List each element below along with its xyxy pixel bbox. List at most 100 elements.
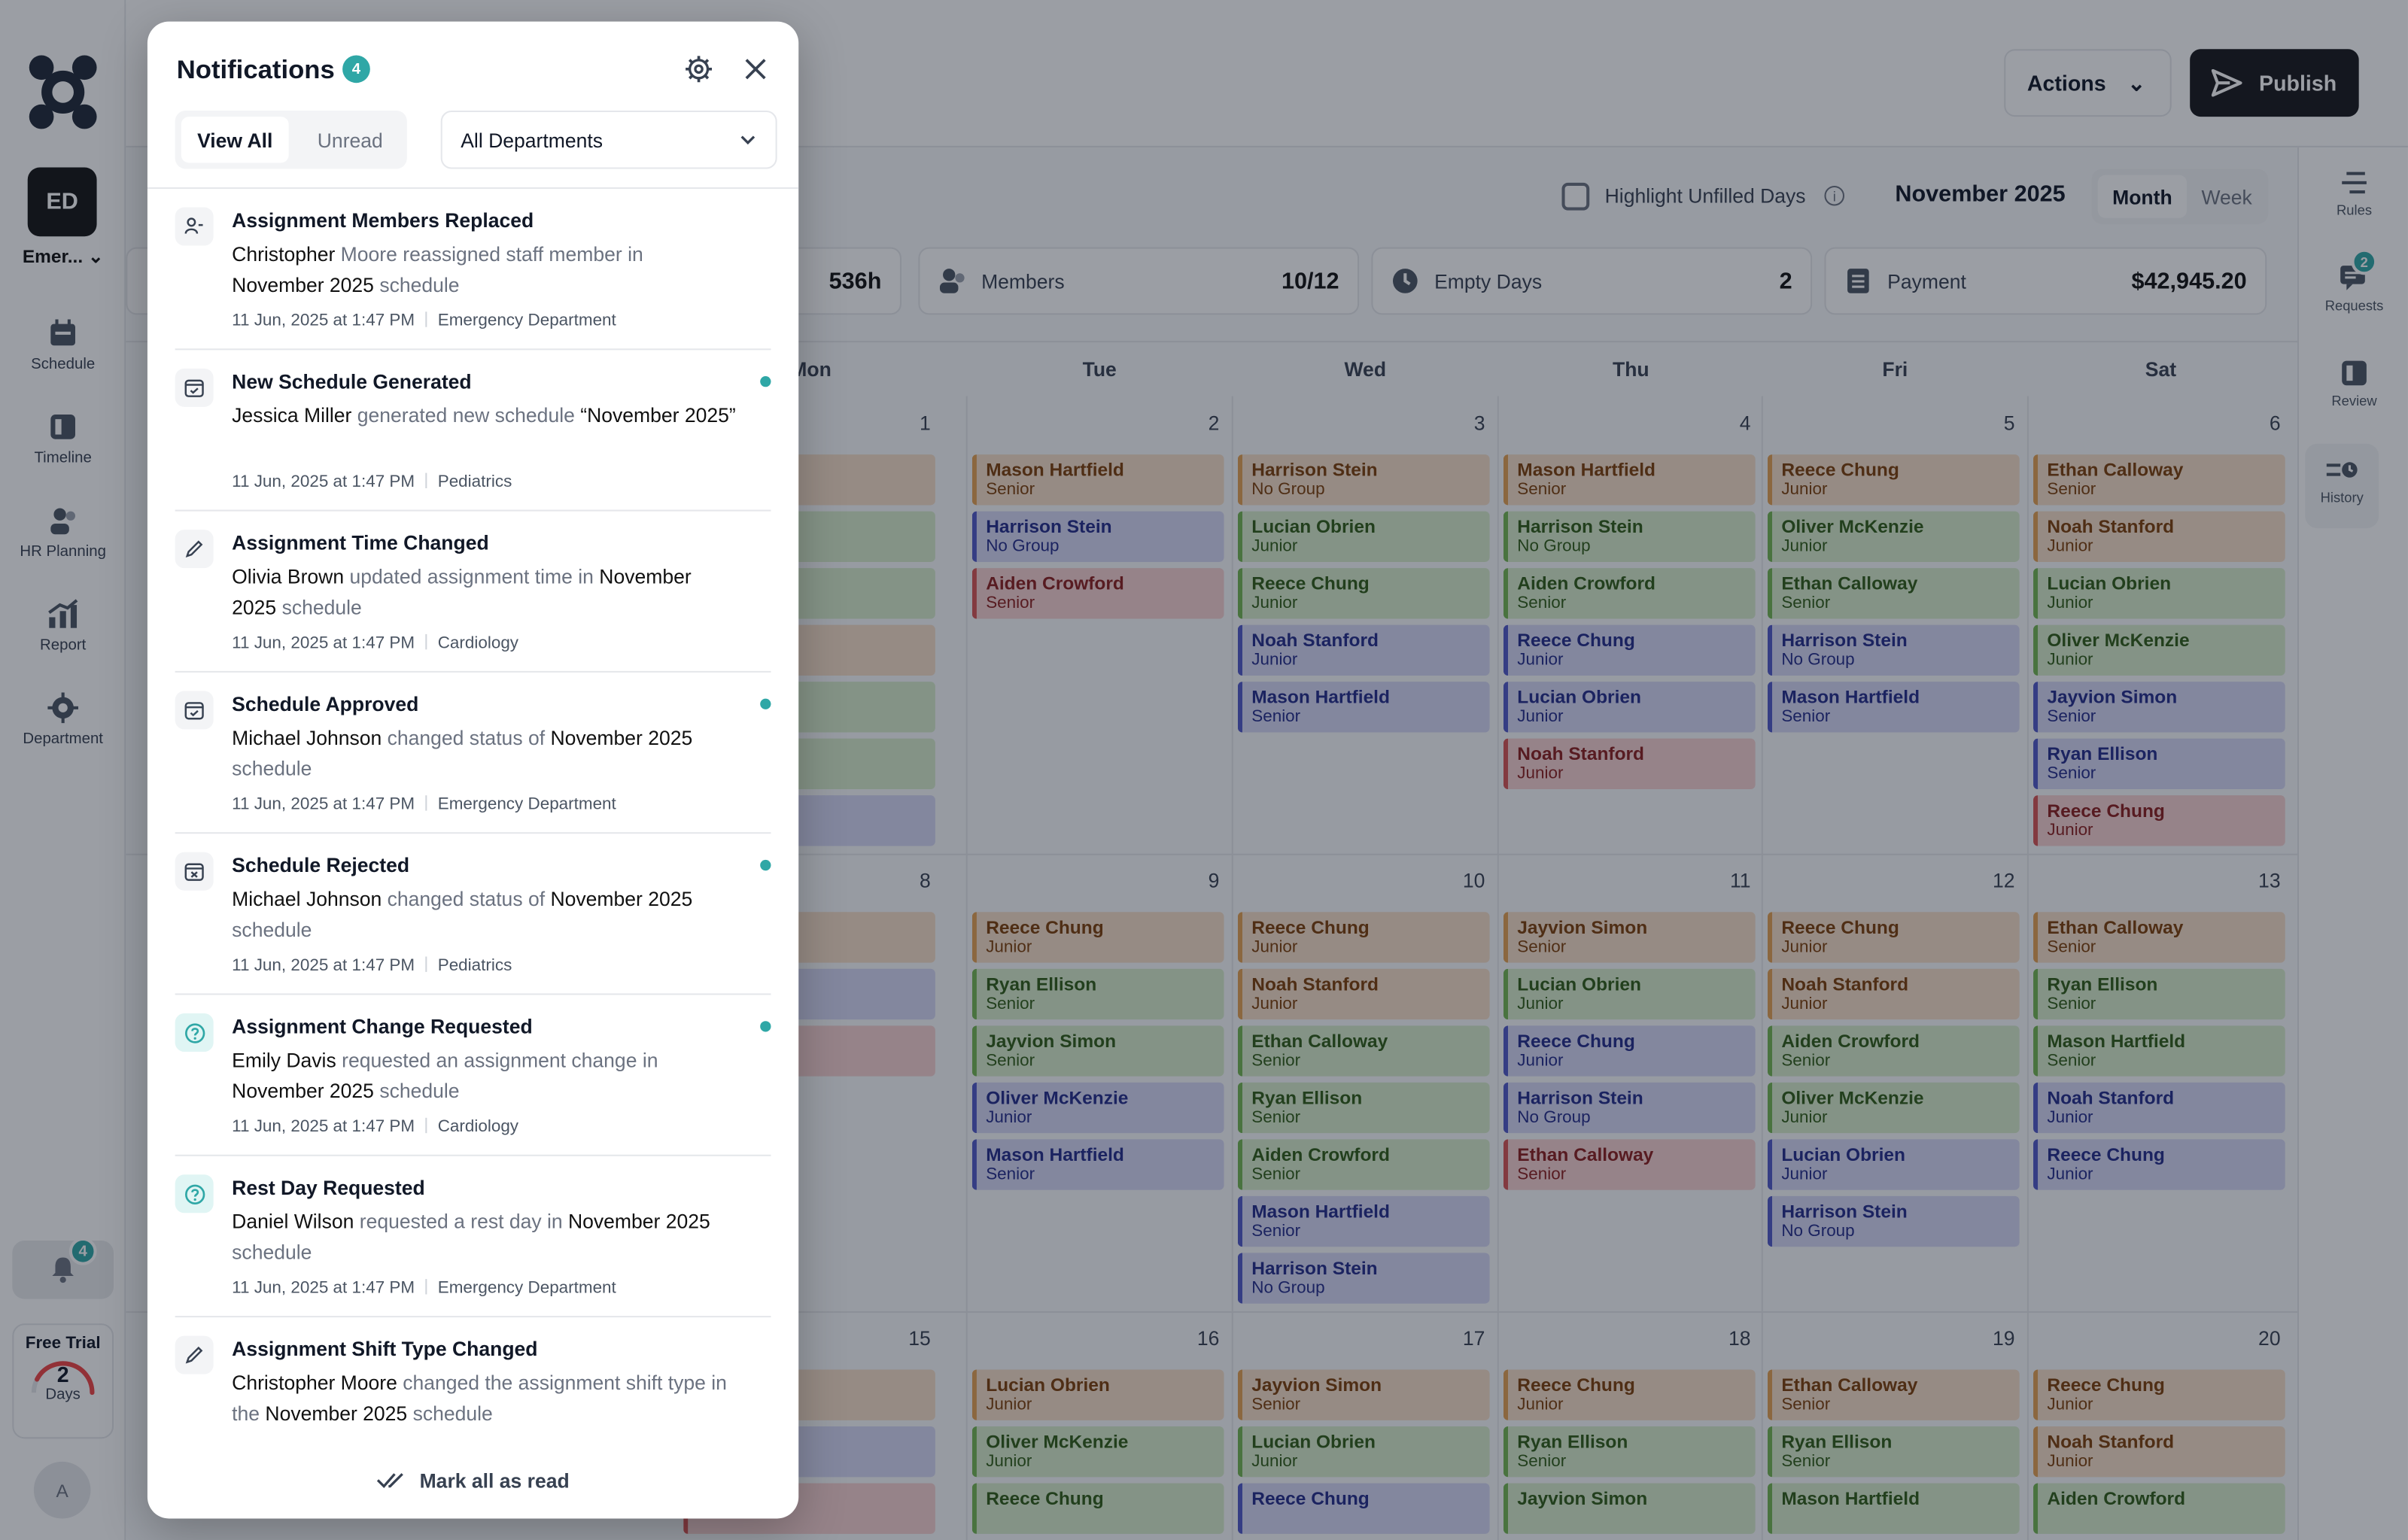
shift-assignment[interactable]: Reece Chung (1237, 1483, 1490, 1534)
shift-assignment[interactable]: Oliver McKenzie Junior (971, 1082, 1224, 1134)
shift-assignment[interactable]: Reece Chung Junior (1237, 568, 1490, 619)
shift-assignment[interactable]: Ryan Ellison Senior (1767, 1426, 2020, 1478)
mark-all-read-button[interactable]: Mark all as read (147, 1450, 798, 1511)
shift-assignment[interactable]: Mason Hartfield Senior (1503, 454, 1756, 506)
notification-item[interactable]: Assignment Time Changed Olivia Brown upda… (175, 512, 771, 673)
shift-assignment[interactable]: Reece Chung (971, 1483, 1224, 1534)
shift-assignment[interactable]: Lucian Obrien Junior (1503, 968, 1756, 1020)
actions-button[interactable]: Actions ⌄ (2004, 49, 2172, 117)
shift-assignment[interactable]: Mason Hartfield Senior (1237, 1195, 1490, 1247)
shift-assignment[interactable]: Harrison Stein No Group (1503, 1082, 1756, 1134)
shift-assignment[interactable]: Reece Chung Junior (2033, 1139, 2285, 1190)
nav-hr-planning[interactable]: HR Planning (0, 505, 126, 560)
shift-assignment[interactable]: Jayvion Simon Senior (1237, 1369, 1490, 1420)
settings-gear-icon[interactable] (685, 55, 713, 83)
shift-assignment[interactable]: Harrison Stein No Group (1503, 511, 1756, 562)
shift-assignment[interactable]: Ethan Calloway Senior (1767, 1369, 2020, 1420)
shift-assignment[interactable]: Ethan Calloway Senior (1503, 1139, 1756, 1190)
rules-button[interactable]: Rules (2299, 169, 2408, 218)
tab-view-all[interactable]: View All (181, 117, 289, 163)
publish-button[interactable]: Publish (2190, 49, 2359, 117)
shift-assignment[interactable]: Ryan Ellison Senior (2033, 738, 2285, 790)
shift-assignment[interactable]: Aiden Crowford (2033, 1483, 2285, 1534)
shift-assignment[interactable]: Jayvion Simon (1503, 1483, 1756, 1534)
shift-assignment[interactable]: Mason Hartfield (1767, 1483, 2020, 1534)
shift-assignment[interactable]: Noah Stanford Junior (2033, 1082, 2285, 1134)
highlight-unfilled-checkbox[interactable] (1561, 182, 1590, 211)
shift-assignment[interactable]: Ryan Ellison Senior (1237, 1082, 1490, 1134)
shift-assignment[interactable]: Aiden Crowford Senior (971, 568, 1224, 619)
shift-assignment[interactable]: Ryan Ellison Senior (971, 968, 1224, 1020)
review-button[interactable]: Review (2299, 360, 2408, 409)
shift-assignment[interactable]: Ethan Calloway Senior (1237, 1025, 1490, 1077)
shift-assignment[interactable]: Ryan Ellison Senior (1503, 1426, 1756, 1478)
shift-assignment[interactable]: Harrison Stein No Group (1767, 624, 2020, 676)
free-trial-card[interactable]: Free Trial 2 Days (12, 1323, 114, 1439)
workspace-avatar[interactable]: ED (27, 167, 97, 237)
shift-assignment[interactable]: Ethan Calloway Senior (1767, 568, 2020, 619)
shift-assignment[interactable]: Jayvion Simon Senior (1503, 912, 1756, 963)
shift-assignment[interactable]: Mason Hartfield Senior (971, 1139, 1224, 1190)
nav-report[interactable]: Report (0, 599, 126, 654)
notification-item[interactable]: Assignment Change Requested Emily Davis r… (175, 995, 771, 1156)
shift-assignment[interactable]: Reece Chung Junior (2033, 1369, 2285, 1420)
shift-assignment[interactable]: Noah Stanford Junior (1237, 624, 1490, 676)
notification-item[interactable]: New Schedule Generated Jessica Miller gen… (175, 350, 771, 512)
view-month-button[interactable]: Month (2097, 175, 2188, 218)
shift-assignment[interactable]: Harrison Stein No Group (1237, 1253, 1490, 1304)
close-icon[interactable] (742, 55, 770, 83)
history-button[interactable]: History (2305, 443, 2379, 529)
user-avatar[interactable]: A (33, 1461, 91, 1519)
shift-assignment[interactable]: Aiden Crowford Senior (1503, 568, 1756, 619)
shift-assignment[interactable]: Reece Chung Junior (1767, 454, 2020, 506)
shift-assignment[interactable]: Mason Hartfield Senior (1237, 682, 1490, 733)
shift-assignment[interactable]: Ethan Calloway Senior (2033, 454, 2285, 506)
notifications-button[interactable] (12, 1241, 114, 1299)
notification-item[interactable]: Schedule Rejected Michael Johnson changed… (175, 834, 771, 995)
shift-assignment[interactable]: Reece Chung Junior (1503, 1369, 1756, 1420)
shift-assignment[interactable]: Lucian Obrien Junior (1237, 511, 1490, 562)
shift-assignment[interactable]: Lucian Obrien Junior (2033, 568, 2285, 619)
shift-assignment[interactable]: Harrison Stein No Group (971, 511, 1224, 562)
shift-assignment[interactable]: Reece Chung Junior (1767, 912, 2020, 963)
shift-assignment[interactable]: Reece Chung Junior (1503, 624, 1756, 676)
shift-assignment[interactable]: Oliver McKenzie Junior (971, 1426, 1224, 1478)
shift-assignment[interactable]: Noah Stanford Junior (2033, 511, 2285, 562)
tab-unread[interactable]: Unread (317, 128, 383, 152)
shift-assignment[interactable]: Harrison Stein No Group (1237, 454, 1490, 506)
shift-assignment[interactable]: Harrison Stein No Group (1767, 1195, 2020, 1247)
shift-assignment[interactable]: Noah Stanford Junior (1503, 738, 1756, 790)
shift-assignment[interactable]: Oliver McKenzie Junior (1767, 511, 2020, 562)
shift-assignment[interactable]: Ethan Calloway Senior (2033, 912, 2285, 963)
shift-assignment[interactable]: Reece Chung Junior (971, 912, 1224, 963)
department-filter-select[interactable]: All Departments (440, 110, 777, 169)
workspace-switcher[interactable]: Emer... ⌄ (0, 246, 126, 268)
shift-assignment[interactable]: Noah Stanford Junior (1767, 968, 2020, 1020)
shift-assignment[interactable]: Reece Chung Junior (1237, 912, 1490, 963)
shift-assignment[interactable]: Mason Hartfield Senior (971, 454, 1224, 506)
nav-timeline[interactable]: Timeline (0, 412, 126, 466)
notification-item[interactable]: Assignment Members Replaced Christopher M… (175, 189, 771, 351)
shift-assignment[interactable]: Ryan Ellison Senior (2033, 968, 2285, 1020)
shift-assignment[interactable]: Reece Chung Junior (1503, 1025, 1756, 1077)
shift-assignment[interactable]: Lucian Obrien Junior (1237, 1426, 1490, 1478)
shift-assignment[interactable]: Oliver McKenzie Junior (1767, 1082, 2020, 1134)
shift-assignment[interactable]: Jayvion Simon Senior (971, 1025, 1224, 1077)
shift-assignment[interactable]: Lucian Obrien Junior (1503, 682, 1756, 733)
shift-assignment[interactable]: Aiden Crowford Senior (1767, 1025, 2020, 1077)
shift-assignment[interactable]: Noah Stanford Junior (1237, 968, 1490, 1020)
shift-assignment[interactable]: Jayvion Simon Senior (2033, 682, 2285, 733)
shift-assignment[interactable]: Aiden Crowford Senior (1237, 1139, 1490, 1190)
shift-assignment[interactable]: Reece Chung Junior (2033, 795, 2285, 846)
shift-assignment[interactable]: Noah Stanford Junior (2033, 1426, 2285, 1478)
notification-item[interactable]: Schedule Approved Michael Johnson changed… (175, 673, 771, 834)
shift-assignment[interactable]: Mason Hartfield Senior (2033, 1025, 2285, 1077)
notification-item[interactable]: Assignment Shift Type Changed Christopher… (175, 1317, 771, 1446)
nav-schedule[interactable]: Schedule (0, 317, 126, 373)
info-icon[interactable]: i (1824, 185, 1845, 206)
shift-assignment[interactable]: Oliver McKenzie Junior (2033, 624, 2285, 676)
shift-assignment[interactable]: Lucian Obrien Junior (971, 1369, 1224, 1420)
notification-item[interactable]: Rest Day Requested Daniel Wilson requeste… (175, 1156, 771, 1318)
shift-assignment[interactable]: Mason Hartfield Senior (1767, 682, 2020, 733)
view-week-button[interactable]: Week (2201, 184, 2252, 208)
